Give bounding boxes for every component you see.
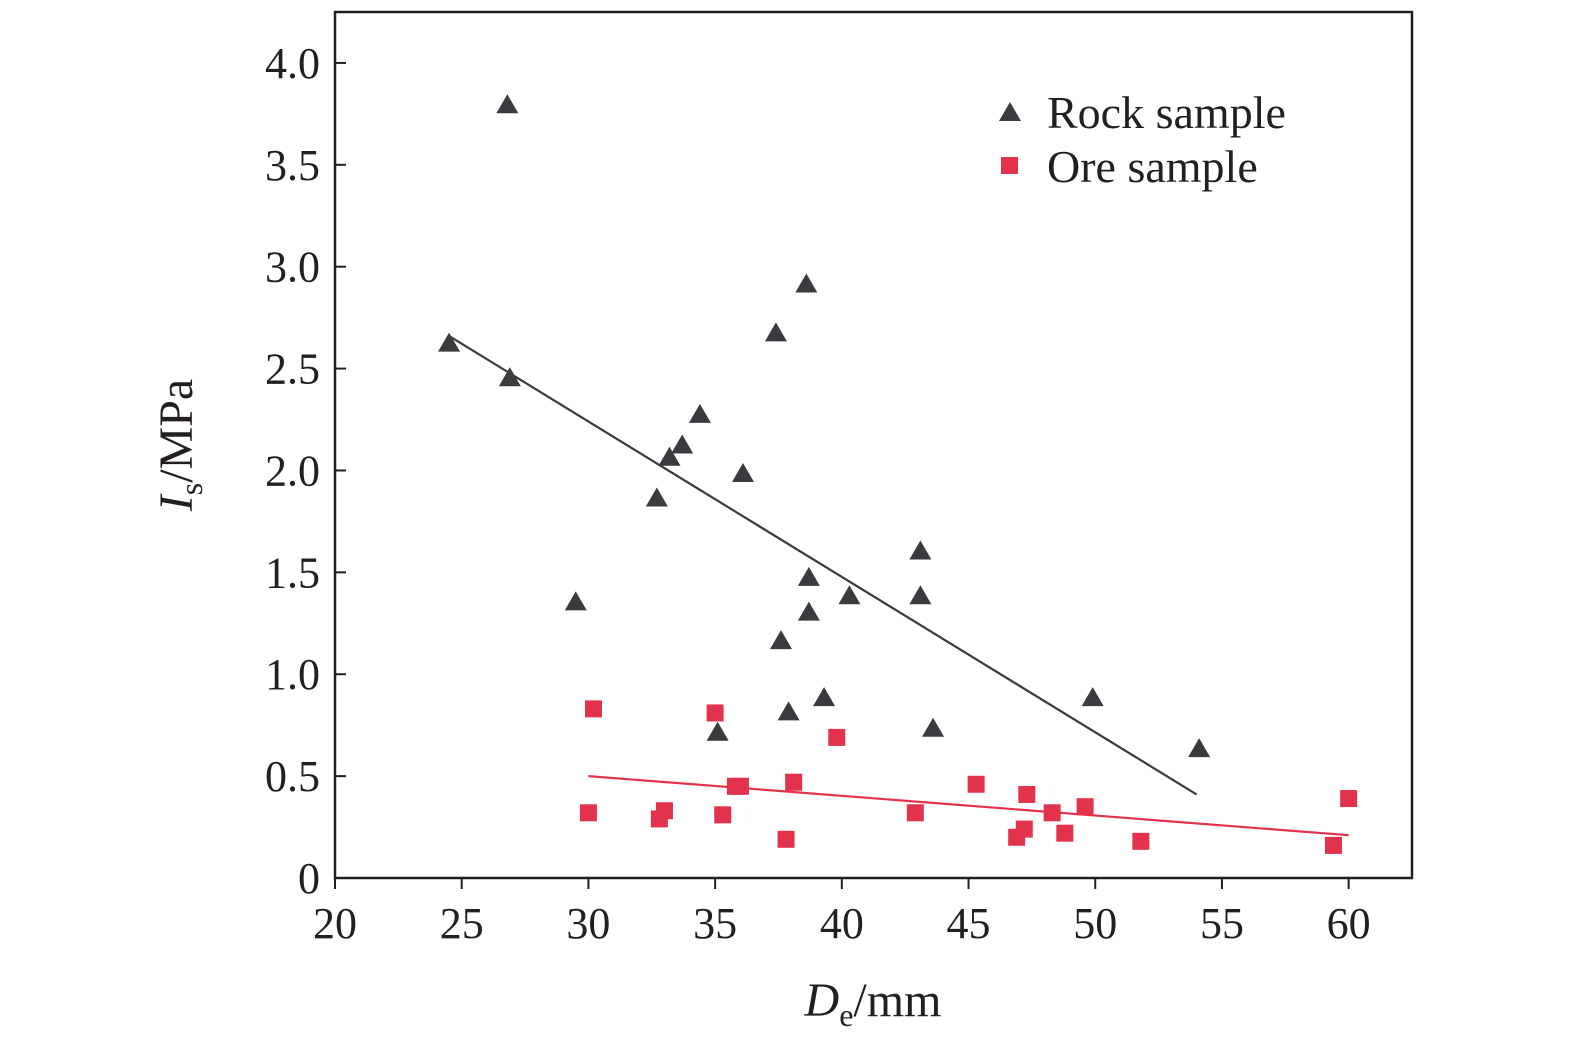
y-tick-label: 0.5 [265, 752, 320, 801]
y-tick-label: 3.0 [265, 243, 320, 292]
legend: Rock sample Ore sample [999, 87, 1286, 192]
plot-frame [333, 10, 1414, 880]
x-axis-title: De/mm [804, 974, 942, 1033]
legend-label-rock: Rock sample [1047, 87, 1286, 138]
ore-sample-point [731, 777, 749, 795]
rock-sample-point [671, 434, 694, 454]
y-axis-title: Is/MPa [150, 379, 209, 512]
y-tick-label: 1.5 [265, 548, 320, 597]
x-tick-label: 55 [1200, 899, 1244, 948]
y-tick-label: 2.5 [265, 345, 320, 394]
y-axis-title-unit: /MPa [150, 379, 203, 483]
y-tick-label: 3.5 [265, 141, 320, 190]
rock-sample-point [564, 591, 587, 611]
legend-item-rock: Rock sample [999, 87, 1286, 138]
rock-sample-point [498, 367, 521, 387]
x-tick-label: 40 [820, 899, 864, 948]
x-axis-title-unit: /mm [853, 974, 941, 1027]
y-axis-title-main: I [150, 493, 203, 512]
rock-sample-point [838, 585, 861, 605]
rock-sample-point [688, 403, 711, 423]
rock-sample-point [770, 630, 793, 650]
trend-lines [448, 335, 1349, 837]
ore-trend-line [588, 775, 1349, 837]
rock-sample-point [645, 487, 668, 507]
x-axis-title-main: D [804, 974, 840, 1027]
x-tick-label: 45 [947, 899, 991, 948]
ore-sample-point [714, 806, 732, 824]
rock-sample-point [813, 687, 836, 707]
x-tick-label: 50 [1073, 899, 1117, 948]
rock-sample-point [795, 273, 818, 293]
rock-sample-point [706, 721, 729, 741]
y-tick-label: 2.0 [265, 446, 320, 495]
y-axis-title-sub: s [173, 483, 209, 495]
x-axis-title-sub: e [839, 997, 853, 1033]
x-tick-label: 30 [566, 899, 610, 948]
ore-sample-point [1132, 832, 1150, 850]
ore-sample-point [785, 773, 803, 791]
rock-sample-point [438, 332, 461, 352]
rock-sample-point [909, 540, 932, 560]
y-tick-label: 1.0 [265, 650, 320, 699]
rock-sample-point [731, 463, 754, 483]
legend-square-marker [1001, 157, 1018, 174]
legend-item-ore: Ore sample [1001, 141, 1258, 192]
ore-sample-point [579, 804, 597, 822]
ore-sample-point [777, 830, 795, 848]
rock-sample-point [909, 585, 932, 605]
data-points [438, 94, 1358, 854]
rock-sample-point [1188, 738, 1211, 758]
x-tick-label: 25 [440, 899, 484, 948]
rock-sample-point [777, 701, 800, 721]
ore-sample-point [655, 802, 673, 820]
y-tick-label: 4.0 [265, 39, 320, 88]
legend-label-ore: Ore sample [1047, 141, 1258, 192]
y-axis-ticks: 0 0.5 1.0 1.5 2.0 2.5 3.0 3.5 4.0 [265, 39, 346, 903]
y-tick-label: 0 [298, 854, 320, 903]
ore-sample-point [828, 728, 846, 746]
ore-sample-point [906, 804, 924, 822]
rock-trend-line [448, 335, 1198, 796]
ore-sample-point [1015, 820, 1033, 838]
rock-sample-point [1081, 687, 1104, 707]
rock-sample-point [496, 94, 519, 114]
ore-sample-point [1018, 785, 1036, 803]
ore-sample-point [584, 700, 602, 718]
ore-sample-point [1043, 804, 1061, 822]
ore-sample-point [1076, 798, 1094, 816]
rock-sample-point [797, 566, 820, 586]
x-tick-label: 20 [313, 899, 357, 948]
ore-sample-point [1340, 790, 1358, 808]
rock-sample-point [797, 601, 820, 621]
ore-sample-point [1324, 836, 1342, 854]
rock-sample-point [764, 322, 787, 342]
ore-sample-point [967, 775, 985, 793]
ore-sample-point [706, 704, 724, 722]
ore-sample-point [1056, 824, 1074, 842]
x-tick-label: 60 [1327, 899, 1371, 948]
legend-triangle-marker [999, 102, 1021, 121]
x-tick-label: 35 [693, 899, 737, 948]
rock-sample-point [658, 446, 681, 466]
x-axis-ticks: 20 25 30 35 40 45 50 55 60 [313, 878, 1371, 948]
rock-sample-point [922, 717, 945, 737]
